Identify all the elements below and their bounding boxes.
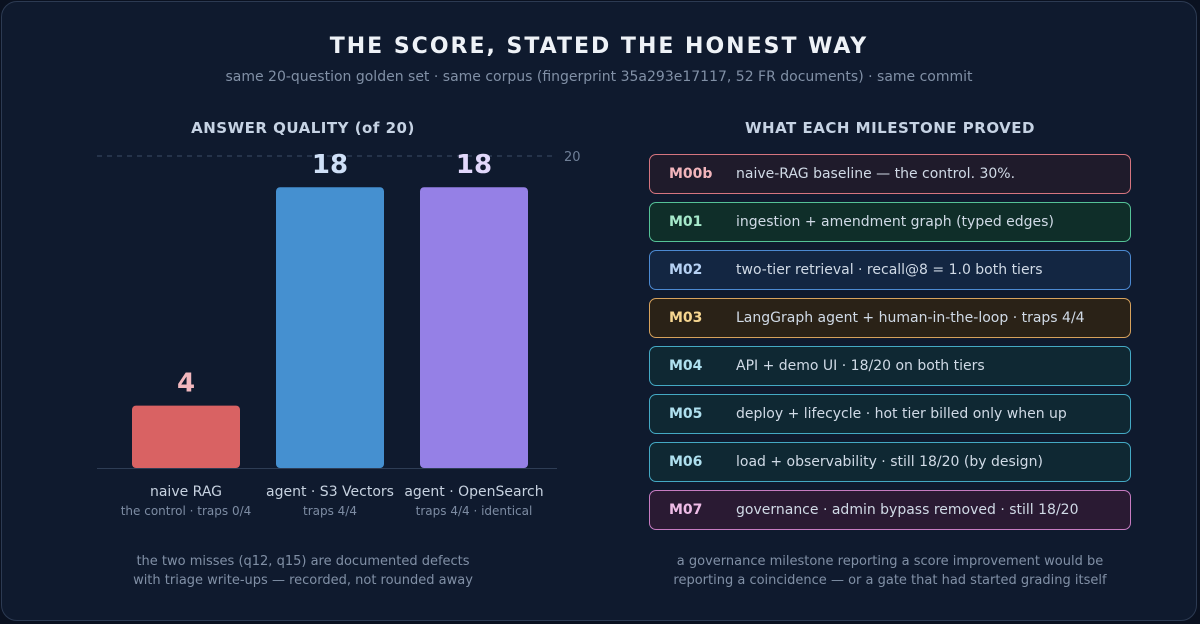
milestone-row-m02: M02 two-tier retrieval · recall@8 = 1.0 b… — [649, 250, 1131, 290]
milestone-description: ingestion + amendment graph (typed edges… — [736, 214, 1054, 230]
milestones-heading: WHAT EACH MILESTONE PROVED — [745, 119, 1035, 137]
milestones-note: a governance milestone reporting a score… — [649, 552, 1131, 590]
category-label-2: agent · S3 Vectors — [266, 484, 394, 500]
milestone-row-m06: M06 load + observability · still 18/20 (b… — [649, 442, 1131, 482]
bar-value-label-1: 4 — [177, 369, 195, 399]
category-label-1: naive RAG — [150, 484, 222, 500]
milestone-code: M03 — [669, 310, 703, 326]
chart-note: the two misses (q12, q15) are documented… — [98, 552, 508, 590]
milestone-code: M00b — [669, 166, 713, 182]
page-title: THE SCORE, STATED THE HONEST WAY — [329, 34, 869, 59]
milestone-row-m03: M03 LangGraph agent + human-in-the-loop ·… — [649, 298, 1131, 338]
bar-3 — [420, 187, 528, 468]
milestone-description: API + demo UI · 18/20 on both tiers — [736, 358, 985, 374]
milestone-description: load + observability · still 18/20 (by d… — [736, 454, 1043, 470]
milestones-note-line-1: a governance milestone reporting a score… — [676, 554, 1104, 569]
milestone-row-m04: M04 API + demo UI · 18/20 on both tiers — [649, 346, 1131, 386]
milestone-code: M01 — [669, 214, 703, 230]
milestone-code: M07 — [669, 502, 703, 518]
chart-note-line-2: with triage write-ups — recorded, not ro… — [133, 573, 473, 588]
milestone-code: M04 — [669, 358, 703, 374]
milestone-row-m00b: M00b naive-RAG baseline — the control. 30… — [649, 154, 1131, 194]
category-sublabel-1: the control · traps 0/4 — [121, 504, 252, 518]
bar-1 — [132, 405, 240, 468]
bar-value-label-2: 18 — [312, 150, 348, 180]
milestones-note-line-2: reporting a coincidence — or a gate that… — [673, 573, 1107, 588]
bar-value-label-3: 18 — [456, 150, 492, 180]
milestone-row-m01: M01 ingestion + amendment graph (typed ed… — [649, 202, 1131, 242]
page-subtitle: same 20-question golden set · same corpu… — [225, 69, 973, 85]
milestone-code: M05 — [669, 406, 703, 422]
category-sublabel-2: traps 4/4 — [303, 504, 357, 518]
milestone-description: deploy + lifecycle · hot tier billed onl… — [736, 406, 1067, 422]
milestone-list: M00b naive-RAG baseline — the control. 30… — [649, 154, 1131, 538]
reference-line-label: 20 — [564, 150, 581, 165]
milestone-description: LangGraph agent + human-in-the-loop · tr… — [736, 310, 1085, 326]
chart-note-line-1: the two misses (q12, q15) are documented… — [136, 554, 470, 569]
milestone-description: naive-RAG baseline — the control. 30%. — [736, 166, 1016, 182]
milestone-code: M06 — [669, 454, 703, 470]
milestone-description: governance · admin bypass removed · stil… — [736, 502, 1079, 518]
category-label-3: agent · OpenSearch — [404, 484, 543, 500]
milestone-row-m05: M05 deploy + lifecycle · hot tier billed … — [649, 394, 1131, 434]
category-sublabel-3: traps 4/4 · identical — [416, 504, 533, 518]
milestone-code: M02 — [669, 262, 703, 278]
bar-2 — [276, 187, 384, 468]
milestone-description: two-tier retrieval · recall@8 = 1.0 both… — [736, 262, 1043, 278]
chart-title: ANSWER QUALITY (of 20) — [191, 119, 415, 137]
milestone-row-m07: M07 governance · admin bypass removed · s… — [649, 490, 1131, 530]
